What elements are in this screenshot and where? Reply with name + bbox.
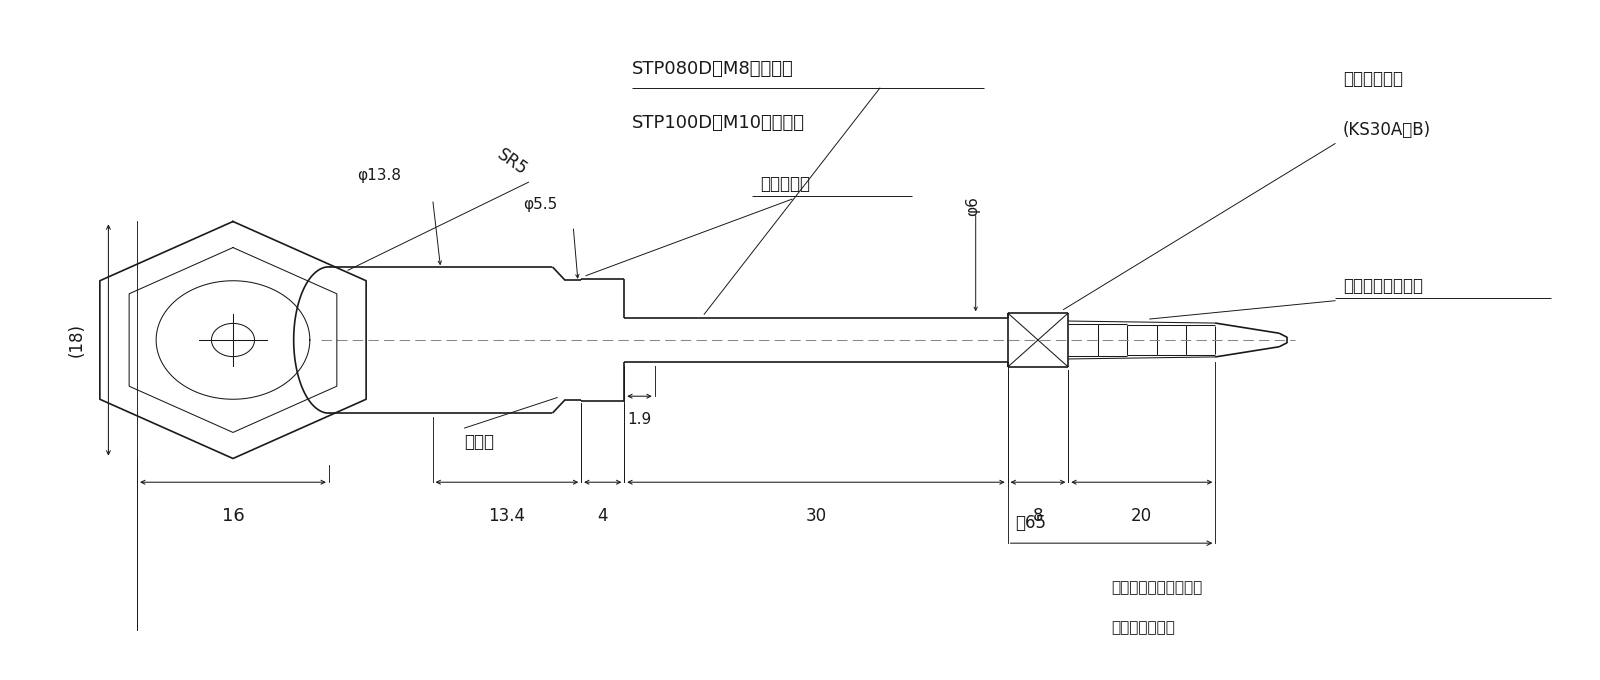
Text: (18): (18) [67,323,85,357]
Text: STP080D：M8（並目）: STP080D：M8（並目） [632,60,794,78]
Text: φ6: φ6 [965,196,979,216]
Text: 20: 20 [1131,507,1152,525]
Text: スキマ: スキマ [464,432,494,451]
Text: 13.4: 13.4 [488,507,525,525]
Text: 要するスペース: 要するスペース [1112,620,1176,635]
Text: 16: 16 [222,507,245,525]
Text: φ5.5: φ5.5 [523,197,557,212]
Text: STP100D：M10（並目）: STP100D：M10（並目） [632,114,805,133]
Text: 30: 30 [805,507,827,525]
Text: SR5: SR5 [494,145,531,179]
Text: 8: 8 [1032,507,1043,525]
Text: 1.9: 1.9 [627,412,651,428]
Text: (KS30A／B): (KS30A／B) [1342,121,1430,139]
Text: コードプロテクタ: コードプロテクタ [1342,277,1422,295]
Text: カートリッジ: カートリッジ [1342,70,1403,88]
Text: φ13.8: φ13.8 [357,168,400,183]
Text: 約65: 約65 [1016,514,1046,532]
Text: カートリッジ取外しに: カートリッジ取外しに [1112,579,1203,595]
Text: 4: 4 [597,507,608,525]
Text: ブーツ保護: ブーツ保護 [760,175,810,193]
